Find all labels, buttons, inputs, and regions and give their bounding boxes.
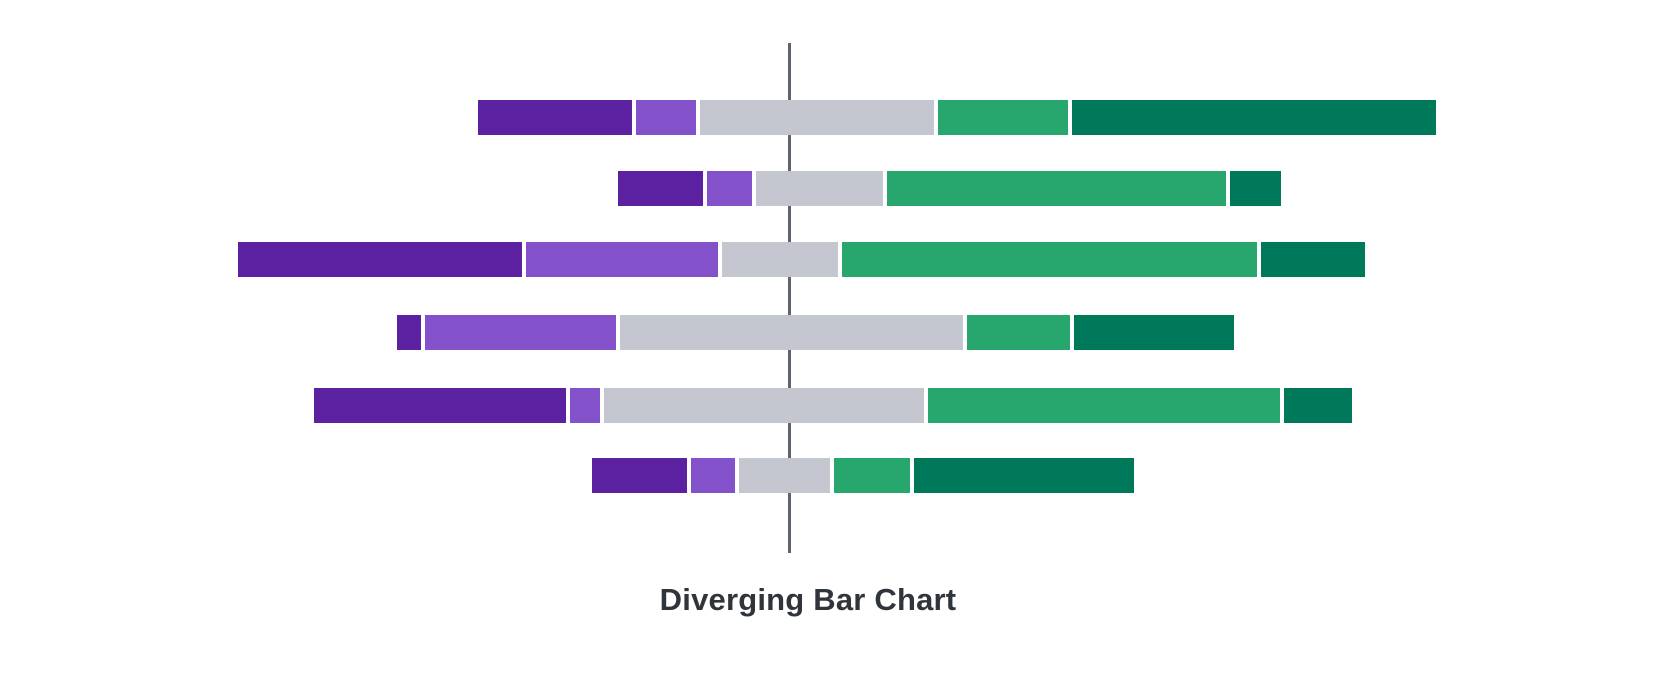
center-axis-line — [788, 43, 791, 553]
bar-segment-green — [928, 388, 1280, 423]
bar-segment-gray — [739, 458, 830, 493]
bar-segment-green — [967, 315, 1070, 350]
bar-segment-green — [938, 100, 1068, 135]
bar-segment-dark-green — [1261, 242, 1365, 277]
bar-segment-green — [834, 458, 910, 493]
bar-segment-dark-purple — [397, 315, 421, 350]
bar-segment-dark-purple — [238, 242, 522, 277]
bar-segment-dark-green — [914, 458, 1134, 493]
bar-segment-dark-purple — [592, 458, 687, 493]
bar-segment-dark-green — [1230, 171, 1281, 206]
bar-segment-light-purple — [707, 171, 752, 206]
bar-segment-dark-green — [1072, 100, 1436, 135]
bar-segment-light-purple — [425, 315, 616, 350]
bar-segment-light-purple — [691, 458, 735, 493]
bar-segment-dark-purple — [314, 388, 566, 423]
bar-segment-gray — [722, 242, 838, 277]
bar-segment-light-purple — [570, 388, 600, 423]
bar-segment-light-purple — [636, 100, 696, 135]
bar-segment-dark-purple — [478, 100, 632, 135]
bar-segment-light-purple — [526, 242, 718, 277]
bar-segment-gray — [620, 315, 963, 350]
bar-segment-dark-green — [1284, 388, 1352, 423]
bar-segment-dark-purple — [618, 171, 703, 206]
bar-segment-gray — [604, 388, 924, 423]
bar-segment-dark-green — [1074, 315, 1234, 350]
bar-segment-green — [842, 242, 1257, 277]
bar-segment-green — [887, 171, 1226, 206]
bar-segment-gray — [756, 171, 883, 206]
bar-segment-gray — [700, 100, 934, 135]
chart-title: Diverging Bar Chart — [659, 582, 957, 617]
